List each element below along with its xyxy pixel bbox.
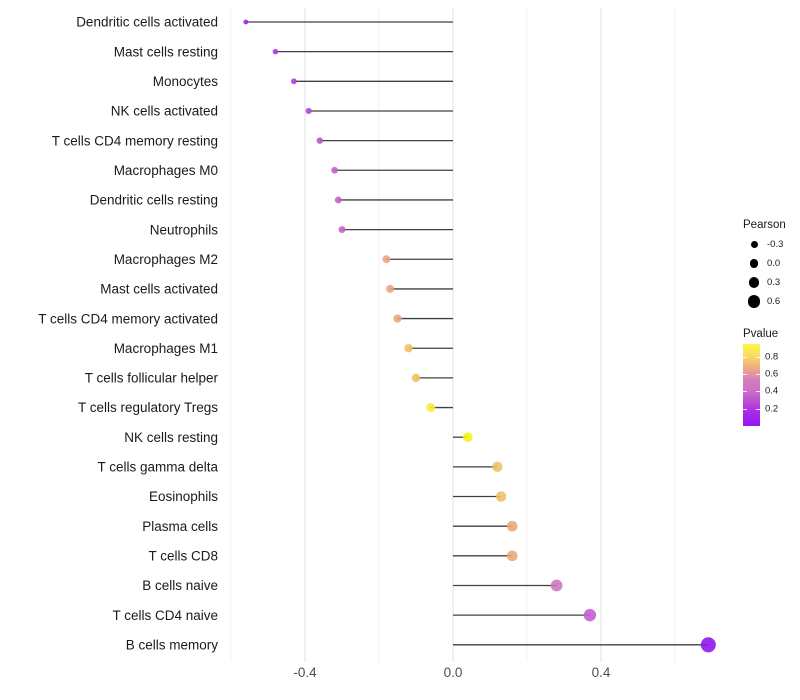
size-legend-entry: -0.3 [741,235,800,254]
lollipop-point [334,196,342,204]
colorbar-tick-mark [743,391,747,393]
category-label: T cells CD4 naive [112,608,218,623]
lollipop-point [382,255,391,264]
category-label: Dendritic cells activated [76,15,218,30]
lollipop-point [404,344,413,353]
legend-panel: Pearson -0.3 0.0 0.3 0.6 Pvalue 0.8 0.6 0.4 0.… [741,219,800,430]
category-label: Mast cells activated [100,282,218,297]
lollipop-point [386,284,395,293]
category-label: Macrophages M2 [114,252,218,267]
colorbar-tick-mark [743,374,747,376]
colorbar-tick-label: 0.2 [765,403,779,415]
category-label: Macrophages M1 [114,341,218,356]
lollipop-point [426,403,436,412]
category-label: B cells naive [142,578,218,593]
lollipop-point [550,579,563,592]
size-legend-dot [748,277,760,288]
category-label: Monocytes [153,74,219,89]
lollipop-point [305,107,312,115]
category-label: T cells CD4 memory resting [52,133,218,148]
lollipop-point [272,48,279,55]
lollipop-point [462,432,473,443]
lollipop-point [290,78,297,85]
size-legend-dot [750,241,758,248]
category-label: Plasma cells [142,519,218,534]
lollipop-point [411,373,421,383]
lollipop-point [495,491,507,502]
colorbar-tick-mark [756,356,760,358]
size-legend-dot [749,259,759,268]
size-legend-entry: 0.3 [741,273,800,292]
size-legend-label: 0.0 [767,258,781,269]
size-legend: Pearson -0.3 0.0 0.3 0.6 [741,219,800,311]
lollipop-point [316,137,324,144]
colorbar-tick-mark [743,356,747,358]
lollipop-point [700,637,716,653]
x-tick-label: 0.0 [444,665,463,680]
colorbar-tick-mark [756,391,760,393]
x-tick-label: 0.4 [592,665,611,680]
lollipop-point [506,520,518,532]
category-label: Dendritic cells resting [90,193,218,208]
lollipop-point [492,461,503,473]
category-label: T cells gamma delta [97,460,218,475]
lollipop-point [331,166,338,174]
size-legend-dot [747,295,761,308]
size-legend-label: 0.3 [767,277,781,288]
category-label: NK cells activated [111,104,218,119]
lollipop-point [583,608,597,622]
category-label: B cells memory [126,637,219,652]
category-label: T cells CD8 [148,549,218,564]
colorbar-tick-label: 0.8 [765,351,779,363]
colorbar-wrap: 0.8 0.6 0.4 0.2 [743,344,800,430]
lollipop-point [506,550,518,562]
category-label: Neutrophils [150,222,219,237]
x-tick-label: -0.4 [293,665,317,680]
lollipop-point [393,314,402,323]
category-label: T cells CD4 memory activated [38,311,218,326]
category-label: T cells follicular helper [85,371,219,386]
colorbar-tick-mark [756,374,760,376]
size-legend-entry: 0.0 [741,254,800,273]
colorbar-tick-mark [756,408,760,410]
colorbar-tick-mark [743,408,747,410]
color-legend: Pvalue 0.8 0.6 0.4 0.2 [741,328,800,430]
size-legend-entry: 0.6 [741,292,800,311]
category-label: T cells regulatory Tregs [78,400,218,415]
lollipop-point [338,226,346,234]
size-legend-title: Pearson [743,219,786,231]
colorbar-tick-label: 0.4 [765,385,779,397]
category-label: Eosinophils [149,489,218,504]
size-legend-entries: -0.3 0.0 0.3 0.6 [741,235,800,311]
color-legend-title: Pvalue [743,328,779,340]
category-label: Mast cells resting [114,44,218,59]
pvalue-colorbar [743,344,760,426]
lollipop-point [243,19,249,25]
size-legend-label: 0.6 [767,296,781,307]
category-label: NK cells resting [124,430,218,445]
category-label: Macrophages M0 [114,163,218,178]
colorbar-tick-label: 0.6 [765,368,779,380]
size-legend-label: -0.3 [767,239,784,250]
